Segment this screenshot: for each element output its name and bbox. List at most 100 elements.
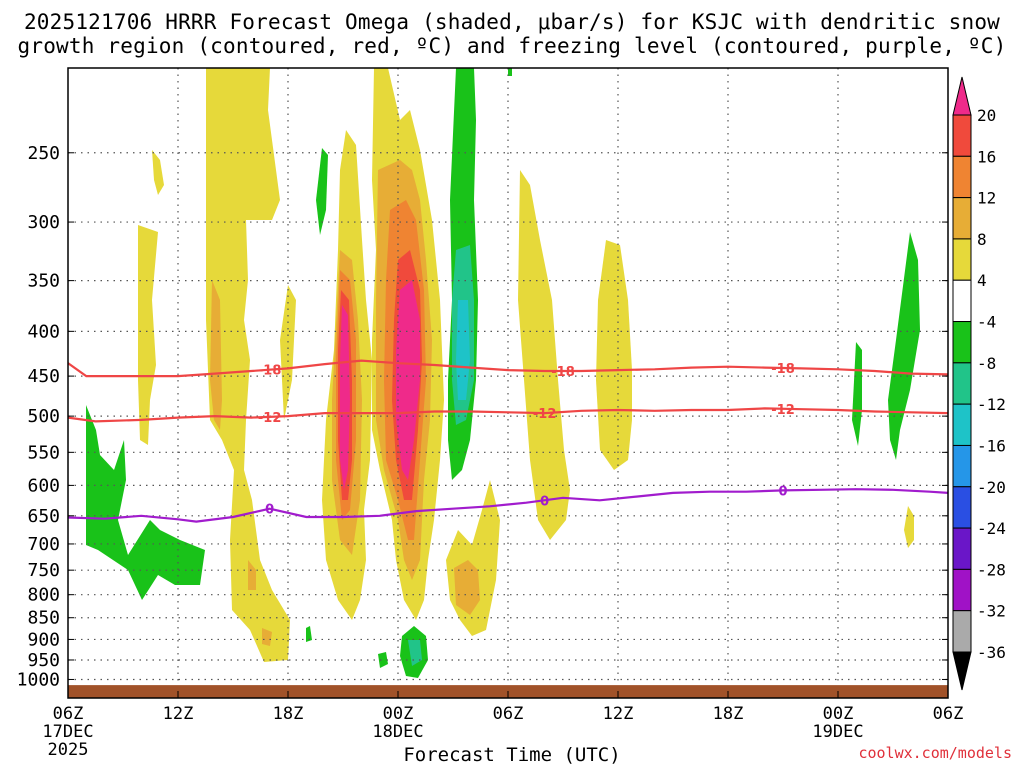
y-tick-label: 700 [27, 534, 60, 555]
colorbar-label: 8 [977, 230, 987, 249]
contour-0 [68, 488, 948, 523]
colorbar-label: -32 [977, 602, 1006, 621]
omega-descent-region [86, 405, 205, 600]
y-tick-label: 550 [27, 442, 60, 463]
colorbar-label: -4 [977, 313, 996, 332]
y-tick-label: 350 [27, 271, 60, 292]
colorbar-bin [952, 486, 972, 529]
colorbar-bin [952, 321, 972, 364]
omega-ascent-region [454, 560, 480, 615]
omega-shading [86, 68, 920, 678]
y-tick-label: 400 [27, 321, 60, 342]
x-tick-label: 18Z [273, 704, 304, 724]
contour-label: -18 [258, 364, 282, 379]
y-axis: 2503003504004505005506006507007508008509… [17, 143, 948, 690]
omega-descent-region [508, 68, 512, 76]
x-tick-year-label: 2025 [48, 740, 89, 760]
x-tick-label: 06Z [53, 704, 84, 724]
colorbar-label: -8 [977, 354, 996, 373]
colorbar: 20 16 12 8 4 -4 -8 -12 -16 -20 -24 -28 -32 -36 [952, 76, 1006, 691]
chart-title-line2: growth region (contoured, red, ºC) and f… [17, 34, 1007, 58]
colorbar-bin [952, 362, 972, 405]
y-tick-label: 850 [27, 608, 60, 629]
colorbar-arrow-bottom [952, 651, 972, 691]
omega-ascent-region [138, 225, 158, 445]
plot-frame [67, 67, 949, 699]
omega-descent-region [456, 300, 470, 400]
x-tick-label: 18Z [713, 704, 744, 724]
colorbar-label: -20 [977, 478, 1006, 497]
y-tick-label: 800 [27, 585, 60, 606]
omega-ascent-region [904, 506, 914, 548]
colorbar-label: 4 [977, 271, 987, 290]
omega-ascent-region [210, 280, 222, 430]
omega-ascent-region [596, 240, 632, 470]
colorbar-label: 12 [977, 189, 996, 208]
omega-ascent-region [518, 170, 570, 540]
colorbar-label: 16 [977, 147, 996, 166]
omega-ascent-region [340, 305, 350, 490]
x-tick-label: 12Z [163, 704, 194, 724]
contour-label: -18 [771, 362, 795, 377]
contour-label: -12 [258, 411, 282, 426]
colorbar-bin [952, 238, 972, 281]
omega-ascent-region [446, 480, 500, 636]
contour-label: -12 [771, 403, 795, 418]
colorbar-label: -24 [977, 519, 1006, 538]
omega-descent-region [408, 640, 422, 666]
colorbar-bin [952, 568, 972, 612]
omega-ascent-region [236, 150, 246, 220]
colorbar-bin [952, 114, 972, 157]
omega-ascent-region [206, 68, 290, 662]
omega-ascent-region [262, 628, 272, 646]
source-credit-link[interactable]: coolwx.com/models [858, 744, 1012, 762]
y-tick-label: 500 [27, 406, 60, 427]
contour--12 [68, 407, 948, 423]
x-tick-label: 12Z [603, 704, 634, 724]
colorbar-bin [952, 403, 972, 446]
x-tick-date-label: 17DEC [42, 722, 93, 742]
y-tick-label: 450 [27, 366, 60, 387]
colorbar-bin [952, 610, 972, 653]
x-tick-label: 00Z [823, 704, 854, 724]
omega-descent-region [306, 626, 312, 642]
colorbar-label: -36 [977, 643, 1006, 662]
colorbar-bin [952, 444, 972, 488]
y-tick-label: 300 [27, 212, 60, 233]
x-tick-label: 00Z [383, 704, 414, 724]
colorbar-bin [952, 527, 972, 570]
x-tick-date-label: 19DEC [812, 722, 863, 742]
omega-descent-region [852, 342, 862, 446]
y-tick-label: 950 [27, 650, 60, 671]
contour-label: -12 [533, 407, 557, 422]
colorbar-bin [952, 197, 972, 240]
omega-descent-region [888, 232, 920, 460]
y-tick-label: 900 [27, 629, 60, 650]
y-tick-label: 650 [27, 506, 60, 527]
grid-lines [68, 68, 948, 698]
y-tick-label: 250 [27, 143, 60, 164]
x-tick-label: 06Z [493, 704, 524, 724]
y-tick-label: 1000 [17, 669, 60, 690]
colorbar-label: -28 [977, 560, 1006, 579]
y-tick-label: 750 [27, 560, 60, 581]
chart-title-line1: 2025121706 HRRR Forecast Omega (shaded, … [23, 10, 1001, 34]
omega-ascent-region [280, 285, 296, 420]
colorbar-label: -12 [977, 395, 1006, 414]
omega-ascent-region [248, 560, 256, 590]
x-tick-date-label: 18DEC [372, 722, 423, 742]
omega-descent-region [378, 652, 388, 668]
colorbar-bin [952, 155, 972, 199]
x-axis-title: Forecast Time (UTC) [403, 744, 621, 766]
y-tick-label: 600 [27, 475, 60, 496]
contour-label: 0 [540, 494, 549, 509]
omega-ascent-region [152, 150, 164, 195]
colorbar-label: 20 [977, 106, 996, 125]
x-tick-label: 06Z [933, 704, 964, 724]
contour-label: -18 [551, 365, 575, 380]
omega-ascent-region [396, 280, 420, 480]
colorbar-label: -16 [977, 436, 1006, 455]
contour-label: 0 [265, 503, 274, 518]
contour-labels: -18 -18 -18 -12 -12 -12 0 0 0 [258, 362, 795, 518]
